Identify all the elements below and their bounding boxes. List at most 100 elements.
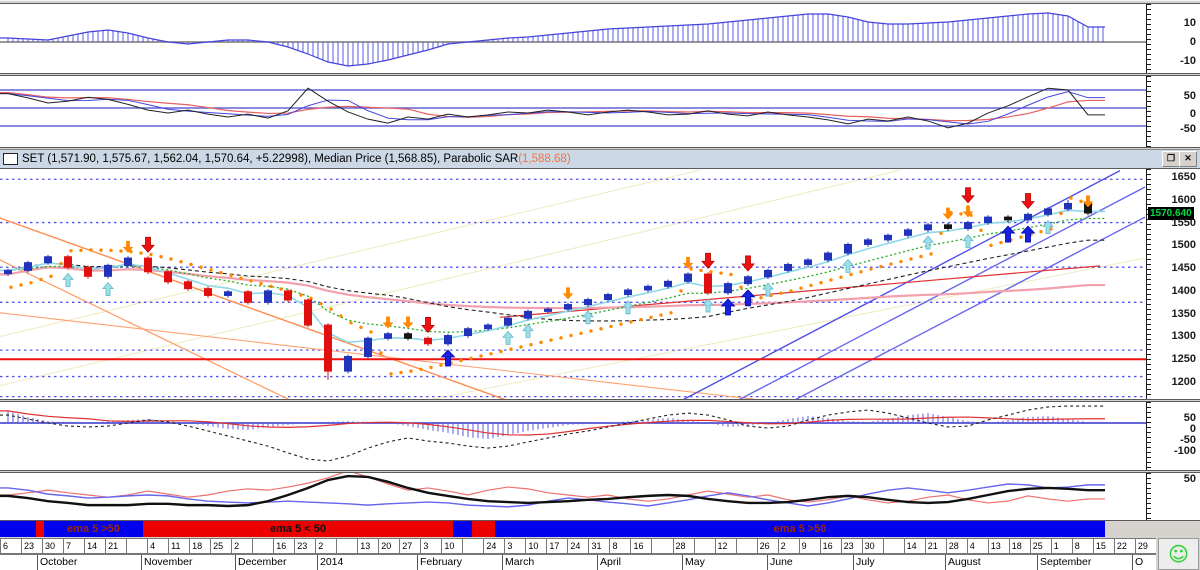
axis-label: 50 xyxy=(1183,90,1196,102)
ribbon-segment-red: ema 5 < 50 xyxy=(143,521,453,537)
ema-ribbon-indicator: ema 5 >50 ema 5 < 50 ema 5 >50 xyxy=(0,521,1200,537)
momentum-plot xyxy=(0,402,1146,470)
axis-label: -50 xyxy=(1180,434,1196,446)
date-tick-box xyxy=(651,538,673,554)
date-tick-box: 2 xyxy=(315,538,337,554)
date-tick-box: 27 xyxy=(399,538,421,554)
date-tick-box: 2 xyxy=(777,538,799,554)
month-label: December xyxy=(238,556,287,568)
axis-label: 1400 xyxy=(1171,284,1196,297)
date-tick-box: 6 xyxy=(0,538,22,554)
date-tick-box xyxy=(252,538,274,554)
date-tick-box: 25 xyxy=(1029,538,1051,554)
date-tick-box: 31 xyxy=(588,538,610,554)
axis-label: 50 xyxy=(1183,412,1196,424)
ribbon-segment-blue xyxy=(453,521,472,537)
ribbon-segment-blue xyxy=(0,521,36,537)
month-label: November xyxy=(144,556,193,568)
date-tick-box: 7 xyxy=(63,538,85,554)
bottom-lines-svg xyxy=(0,473,1105,508)
stochastic-panel: 50 0 -50 xyxy=(0,75,1200,148)
main-y-axis xyxy=(1146,169,1151,399)
axis-label: 1500 xyxy=(1171,239,1196,252)
date-tick-box: 29 xyxy=(1134,538,1156,554)
date-tick-box: 16 xyxy=(819,538,841,554)
date-tick-box: 14 xyxy=(84,538,106,554)
ribbon-segment-red xyxy=(472,521,495,537)
axis-label: 1600 xyxy=(1171,193,1196,206)
date-tick-box: 15 xyxy=(1092,538,1114,554)
date-tick-box: 3 xyxy=(420,538,442,554)
parabolic-sar-value: (1,588.68) xyxy=(518,153,571,165)
month-label: O xyxy=(1135,556,1144,568)
date-tick-box: 28 xyxy=(945,538,967,554)
candlestick-svg xyxy=(0,169,1146,399)
chart-title-bar[interactable]: SET (1,571.90, 1,575.67, 1,562.04, 1,570… xyxy=(0,149,1200,169)
axis-label: 0 xyxy=(1189,36,1196,48)
date-tick-box xyxy=(462,538,484,554)
chart-title-text: SET (1,571.90, 1,575.67, 1,562.04, 1,570… xyxy=(22,153,519,165)
month-label: 2014 xyxy=(320,556,344,568)
date-tick-box xyxy=(126,538,148,554)
month-separator xyxy=(682,555,683,570)
month-separator xyxy=(853,555,854,570)
date-tick-box: 13 xyxy=(987,538,1009,554)
axis-label: 1550 xyxy=(1171,216,1196,229)
date-tick-box: 30 xyxy=(42,538,64,554)
date-tick-box xyxy=(882,538,904,554)
date-tick-box: 23 xyxy=(294,538,316,554)
month-separator xyxy=(1132,555,1133,570)
maximize-button[interactable]: ❐ xyxy=(1162,151,1180,167)
axis-label: 50 xyxy=(1183,473,1196,485)
month-label: June xyxy=(770,556,793,568)
ribbon-segment-blue: ema 5 >50 xyxy=(495,521,1105,537)
date-tick-row: 6 23 30 7 14 21 4 11 18 25 2 16 23 2 13 20 27 3 10 24 3 10 17 2… xyxy=(0,538,1156,554)
axis-label: 1350 xyxy=(1171,307,1196,320)
ribbon-segment-blue: ema 5 >50 xyxy=(44,521,143,537)
panel4-y-axis xyxy=(1146,402,1151,470)
month-separator xyxy=(1037,555,1038,570)
date-tick-box: 2 xyxy=(231,538,253,554)
candlestick-plot xyxy=(0,169,1146,399)
date-tick-box: 21 xyxy=(105,538,127,554)
date-tick-box: 8 xyxy=(609,538,631,554)
date-tick-box: 17 xyxy=(546,538,568,554)
date-tick-box: 10 xyxy=(441,538,463,554)
month-separator xyxy=(597,555,598,570)
smiley-button[interactable]: ☺ xyxy=(1158,538,1199,570)
top-oscillator-panel: 10 0 -10 xyxy=(0,3,1200,74)
date-tick-box: 26 xyxy=(756,538,778,554)
month-label-row: October November December 2014 February March… xyxy=(0,554,1156,570)
month-label: October xyxy=(40,556,78,568)
axis-label: 1250 xyxy=(1171,353,1196,366)
panel5-y-axis xyxy=(1146,473,1151,520)
date-tick-box: 20 xyxy=(378,538,400,554)
date-tick-box: 28 xyxy=(672,538,694,554)
month-separator xyxy=(37,555,38,570)
month-separator xyxy=(141,555,142,570)
smiley-icon: ☺ xyxy=(1168,542,1189,566)
momentum-histogram-panel: 50 0 -50 -100 xyxy=(0,401,1200,471)
momentum-svg xyxy=(0,405,1146,462)
date-tick-box: 24 xyxy=(483,538,505,554)
date-tick-box: 1 xyxy=(1050,538,1072,554)
month-separator xyxy=(417,555,418,570)
date-tick-box: 21 xyxy=(924,538,946,554)
top-oscillator-plot xyxy=(0,4,1146,73)
close-button[interactable]: ✕ xyxy=(1179,151,1197,167)
date-tick-box: 22 xyxy=(1113,538,1135,554)
date-tick-box: 30 xyxy=(861,538,883,554)
bottom-line-plot xyxy=(0,473,1146,520)
date-tick-box: 3 xyxy=(504,538,526,554)
date-tick-box xyxy=(693,538,715,554)
date-tick-box: 25 xyxy=(210,538,232,554)
panel1-y-axis xyxy=(1146,4,1151,73)
date-tick-box: 14 xyxy=(903,538,925,554)
axis-label: 1450 xyxy=(1171,262,1196,275)
month-separator xyxy=(317,555,318,570)
date-tick-box xyxy=(735,538,757,554)
date-tick-box: 12 xyxy=(714,538,736,554)
axis-label: -100 xyxy=(1173,445,1196,457)
date-tick-box: 11 xyxy=(168,538,190,554)
